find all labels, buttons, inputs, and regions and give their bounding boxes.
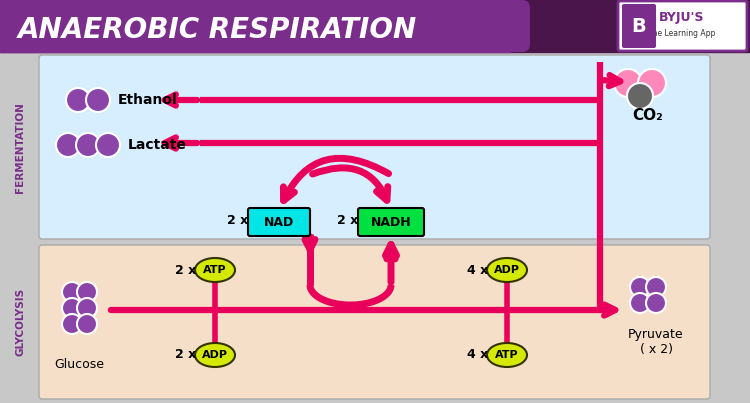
Text: FERMENTATION: FERMENTATION — [15, 102, 25, 193]
Text: NADH: NADH — [370, 216, 411, 229]
Text: 2 x: 2 x — [175, 264, 196, 276]
Text: 4 x: 4 x — [466, 349, 488, 361]
Circle shape — [66, 88, 90, 112]
Circle shape — [77, 298, 97, 318]
Circle shape — [77, 282, 97, 302]
Text: Lactate: Lactate — [128, 138, 187, 152]
Text: ADP: ADP — [202, 350, 228, 360]
Text: Ethanol: Ethanol — [118, 93, 178, 107]
Ellipse shape — [195, 343, 235, 367]
Text: B: B — [632, 17, 646, 35]
Text: GLYCOLYSIS: GLYCOLYSIS — [15, 288, 25, 356]
FancyBboxPatch shape — [358, 208, 424, 236]
Circle shape — [62, 314, 82, 334]
Text: 4 x: 4 x — [466, 264, 488, 276]
FancyBboxPatch shape — [618, 1, 747, 51]
Circle shape — [62, 282, 82, 302]
Text: ANAEROBIC RESPIRATION: ANAEROBIC RESPIRATION — [18, 16, 417, 44]
Ellipse shape — [195, 258, 235, 282]
Circle shape — [630, 277, 650, 297]
Text: BYJU'S: BYJU'S — [659, 12, 705, 25]
FancyBboxPatch shape — [39, 55, 710, 239]
Text: NAD: NAD — [264, 216, 294, 229]
Text: ATP: ATP — [495, 350, 519, 360]
Text: Glucose: Glucose — [54, 359, 104, 372]
Circle shape — [77, 314, 97, 334]
Text: ADP: ADP — [494, 265, 520, 275]
Ellipse shape — [487, 258, 527, 282]
Circle shape — [638, 69, 666, 97]
Text: 2 x: 2 x — [337, 214, 358, 226]
Text: CO₂: CO₂ — [632, 108, 663, 123]
Circle shape — [62, 298, 82, 318]
FancyBboxPatch shape — [39, 245, 710, 399]
FancyBboxPatch shape — [622, 4, 656, 48]
Circle shape — [646, 277, 666, 297]
FancyBboxPatch shape — [248, 208, 310, 236]
Circle shape — [96, 133, 120, 157]
FancyBboxPatch shape — [0, 0, 530, 52]
Text: Pyruvate
( x 2): Pyruvate ( x 2) — [628, 328, 684, 356]
Circle shape — [56, 133, 80, 157]
Text: 2 x: 2 x — [175, 349, 196, 361]
Circle shape — [614, 69, 642, 97]
Text: The Learning App: The Learning App — [648, 29, 716, 39]
Circle shape — [630, 293, 650, 313]
Circle shape — [76, 133, 100, 157]
Text: 2 x: 2 x — [226, 214, 248, 226]
Text: ATP: ATP — [203, 265, 226, 275]
Ellipse shape — [487, 343, 527, 367]
Circle shape — [646, 293, 666, 313]
Circle shape — [627, 83, 653, 109]
Circle shape — [86, 88, 110, 112]
